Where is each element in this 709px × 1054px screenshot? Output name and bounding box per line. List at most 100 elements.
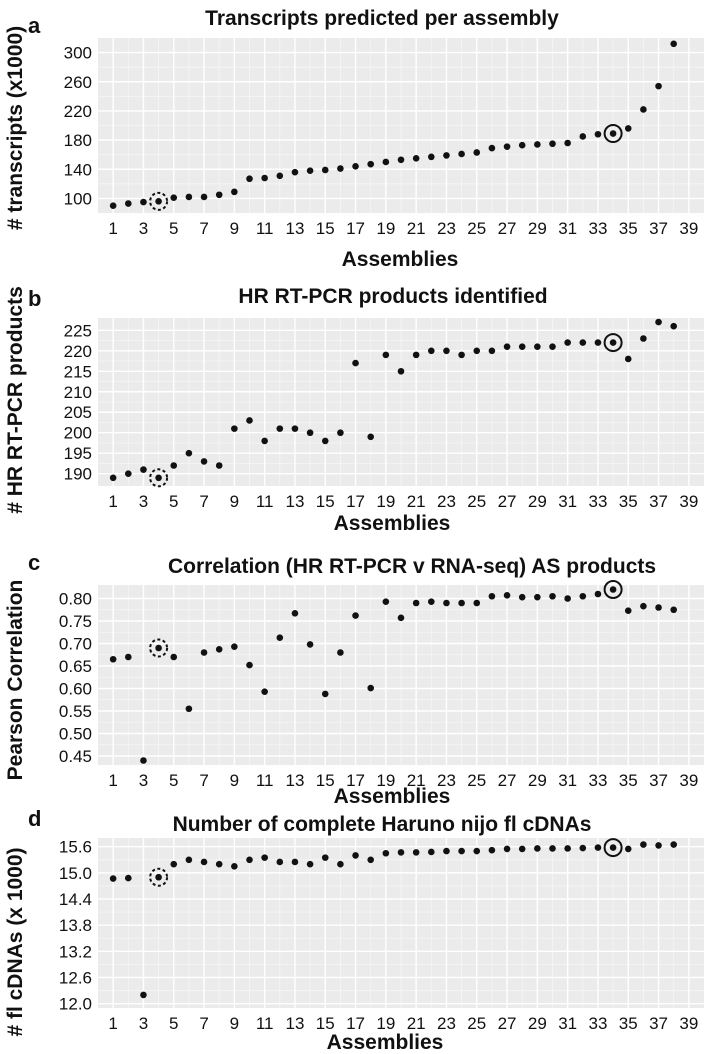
data-point — [140, 991, 147, 999]
x-tick-label: 21 — [407, 219, 426, 238]
x-tick-label: 35 — [619, 771, 638, 790]
data-point — [185, 449, 193, 457]
data-point — [140, 466, 147, 473]
y-tick-label: 0.65 — [59, 657, 92, 676]
x-tick-label: 39 — [679, 771, 698, 790]
data-point — [503, 343, 511, 350]
panel-title-c: Correlation (HR RT-PCR v RNA-seq) AS pro… — [168, 555, 656, 578]
x-tick-label: 1 — [108, 1014, 117, 1033]
highlight-ring-dashed — [149, 468, 169, 488]
data-point — [261, 174, 268, 182]
x-tick-label: 9 — [230, 219, 239, 238]
data-point — [579, 592, 587, 600]
y-tick-label: 13.2 — [59, 942, 92, 961]
y-tick-label: 300 — [64, 44, 92, 63]
y-tick-label: 100 — [64, 189, 92, 208]
x-tick-label: 13 — [285, 219, 304, 238]
y-tick-label: 0.55 — [59, 702, 92, 721]
y-tick-label: 220 — [64, 102, 92, 121]
data-point — [640, 335, 647, 342]
data-point — [276, 858, 284, 866]
data-point — [246, 417, 253, 424]
x-tick-label: 23 — [437, 1014, 456, 1033]
x-tick-label: 7 — [199, 1014, 208, 1033]
data-point — [518, 343, 526, 350]
data-point — [624, 355, 632, 363]
y-axis-label-a: # transcripts (x1000) — [4, 26, 27, 230]
data-point — [185, 193, 193, 201]
data-point — [125, 653, 132, 661]
data-point — [655, 604, 662, 611]
data-point — [412, 155, 420, 162]
data-point — [609, 130, 617, 137]
x-tick-label: 5 — [169, 492, 178, 511]
data-point — [428, 347, 435, 355]
y-tick-label: 215 — [64, 362, 92, 381]
data-point — [594, 130, 602, 138]
y-tick-label: 15.6 — [59, 838, 92, 857]
y-tick-label: 195 — [64, 444, 92, 463]
data-point — [170, 860, 178, 868]
data-point — [609, 339, 617, 346]
y-tick-label: 0.60 — [59, 680, 92, 699]
x-tick-label: 31 — [558, 1014, 577, 1033]
x-tick-label: 31 — [558, 492, 577, 511]
data-point — [246, 175, 253, 183]
x-tick-label: 37 — [649, 1014, 668, 1033]
data-point — [170, 462, 178, 469]
data-point — [140, 757, 147, 764]
data-point — [337, 860, 344, 868]
data-point — [321, 166, 329, 174]
data-point — [670, 322, 677, 330]
x-tick-label: 3 — [139, 219, 148, 238]
data-point — [261, 688, 268, 695]
data-point — [518, 845, 526, 853]
data-point — [337, 429, 344, 437]
data-point — [397, 614, 405, 622]
data-point — [549, 140, 556, 148]
x-tick-label: 27 — [498, 492, 517, 511]
data-point — [503, 845, 511, 853]
data-point — [458, 599, 465, 607]
x-tick-label: 29 — [528, 492, 547, 511]
data-point — [655, 82, 662, 90]
plot-area-c: 0.450.500.550.600.650.700.750.801 3 5 7 9 11 1… — [59, 580, 704, 790]
data-point — [670, 841, 677, 848]
data-point — [337, 649, 344, 656]
x-tick-label: 19 — [376, 492, 395, 511]
data-point — [231, 425, 238, 432]
y-tick-label: 180 — [64, 131, 92, 150]
data-point — [397, 367, 405, 375]
x-axis-label-c: Assemblies — [334, 785, 451, 808]
y-tick-label: 225 — [64, 321, 92, 340]
data-point — [231, 188, 238, 196]
panel-letter-a: a — [28, 13, 41, 38]
x-tick-label: 33 — [588, 1014, 607, 1033]
x-tick-label: 37 — [649, 771, 668, 790]
x-tick-label: 37 — [649, 219, 668, 238]
x-tick-label: 5 — [169, 1014, 178, 1033]
highlight-ring-solid — [603, 124, 623, 144]
x-tick-label: 3 — [139, 1014, 148, 1033]
data-point — [337, 165, 344, 172]
data-point — [473, 149, 481, 156]
data-point — [231, 863, 238, 870]
data-point — [125, 470, 132, 478]
data-point — [670, 40, 677, 48]
data-point — [443, 599, 450, 607]
data-point — [200, 858, 208, 866]
data-point — [109, 202, 117, 210]
data-point — [261, 854, 268, 861]
x-tick-label: 17 — [346, 1014, 365, 1033]
data-point — [624, 125, 632, 132]
x-axis-label-a: Assemblies — [342, 248, 459, 271]
data-point — [125, 874, 132, 882]
data-point — [291, 610, 299, 617]
data-point — [549, 343, 556, 350]
data-point — [534, 343, 541, 350]
data-point — [155, 644, 162, 652]
data-point — [428, 153, 435, 161]
panel-a: a Transcripts predicted per assembly # t… — [4, 7, 704, 271]
data-point — [534, 593, 541, 601]
data-point — [321, 854, 329, 861]
